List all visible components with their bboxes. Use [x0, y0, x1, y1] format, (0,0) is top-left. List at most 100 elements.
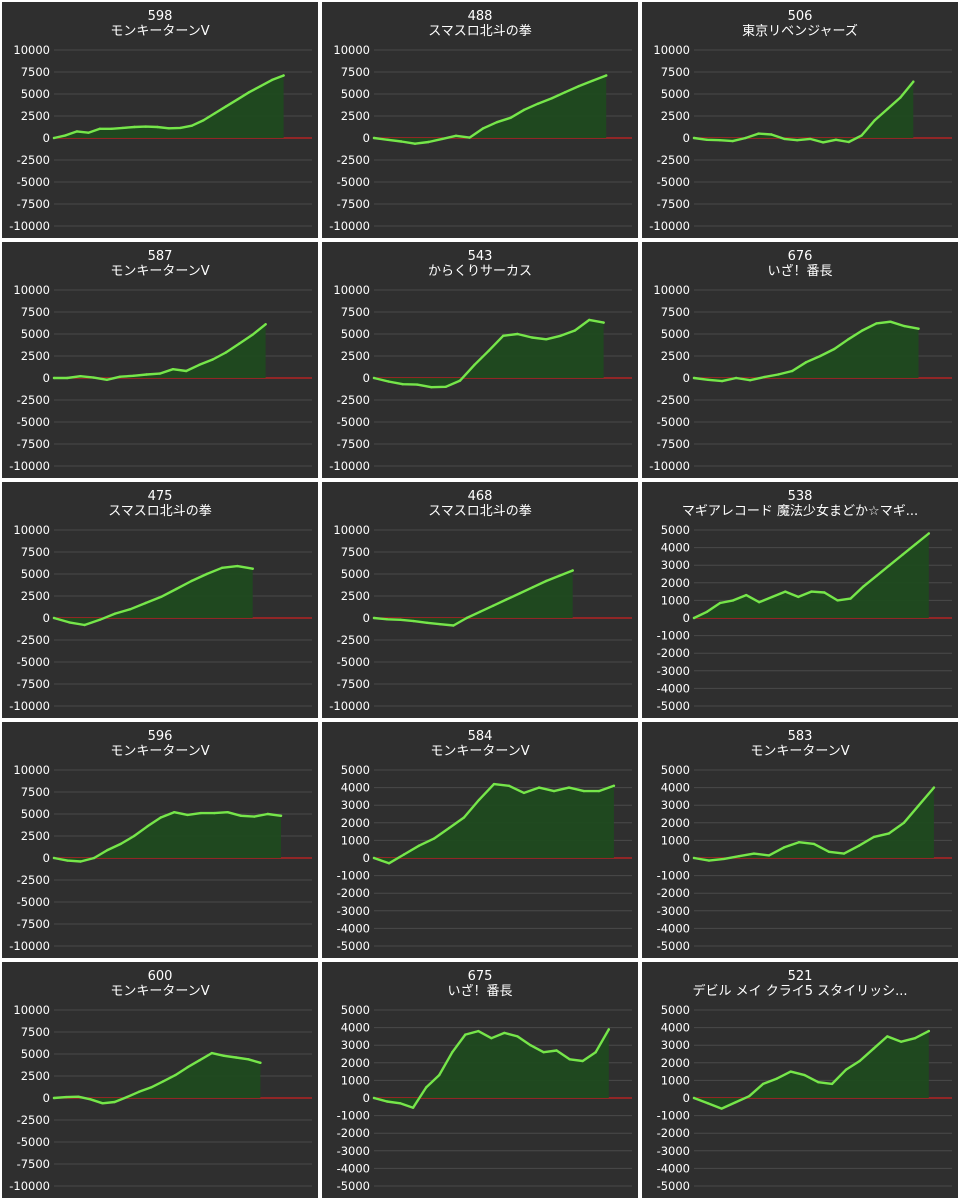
data-point	[771, 595, 774, 599]
data-point	[791, 369, 794, 373]
data-point	[113, 1100, 116, 1104]
chart-panel: 10000 7500 5000 2500 0 -2500 -5000 -7500 -10000 5…	[322, 242, 638, 478]
y-tick-label: 3000	[661, 558, 690, 572]
data-point	[492, 782, 496, 786]
y-tick-label: 7500	[21, 1025, 50, 1039]
data-point	[567, 786, 571, 789]
series-area	[694, 1031, 929, 1109]
data-point	[775, 1077, 779, 1080]
data-point	[692, 1096, 696, 1100]
data-point	[917, 327, 920, 330]
chart-title: デビル メイ クライ5 スタイリッシ...	[692, 984, 908, 999]
y-tick-label: -7500	[657, 197, 690, 211]
data-point	[387, 862, 391, 865]
data-point	[87, 131, 90, 134]
data-point	[857, 844, 861, 847]
data-point	[413, 142, 417, 145]
y-tick-label: -2500	[337, 633, 370, 647]
data-point	[903, 324, 906, 328]
y-tick-label: -2000	[657, 1126, 690, 1140]
data-point	[171, 368, 175, 371]
y-tick-label: 10000	[653, 43, 690, 57]
y-tick-label: -10000	[9, 699, 50, 713]
series-area	[54, 566, 253, 625]
data-point	[372, 1096, 376, 1100]
chart-panel: 10000 7500 5000 2500 0 -2500 -5000 -7500 -10000 5…	[2, 242, 318, 478]
data-point	[582, 789, 586, 793]
data-point	[451, 1051, 454, 1054]
data-point	[914, 542, 917, 546]
data-point	[79, 860, 82, 863]
chart-title: 東京リベンジャーズ	[742, 24, 858, 39]
data-point	[137, 1090, 141, 1093]
data-point	[425, 1086, 428, 1089]
y-tick-label: -7500	[337, 677, 370, 691]
data-point	[162, 1080, 165, 1083]
data-point	[387, 380, 390, 383]
data-point	[860, 134, 863, 137]
y-tick-label: 2000	[661, 1056, 690, 1070]
data-point	[834, 138, 838, 141]
data-point	[118, 375, 122, 378]
data-point	[190, 579, 193, 583]
data-point	[555, 1049, 558, 1052]
chart-number: 598	[147, 9, 173, 24]
y-tick-label: 2000	[661, 576, 690, 590]
data-point	[198, 1059, 201, 1062]
y-tick-label: -5000	[657, 939, 690, 953]
chart-number: 675	[467, 969, 493, 984]
chart-number: 596	[147, 729, 173, 744]
chart-title: からくりサーカス	[427, 264, 532, 279]
data-point	[52, 1096, 56, 1100]
data-point	[98, 618, 102, 621]
y-tick-label: 4000	[661, 1021, 690, 1035]
y-tick-label: -2500	[657, 153, 690, 167]
data-point	[830, 1082, 834, 1086]
y-tick-label: -2000	[337, 1126, 370, 1140]
data-point	[386, 138, 389, 141]
data-point	[427, 140, 430, 144]
y-tick-label: 10000	[333, 523, 370, 537]
data-point	[777, 373, 780, 376]
data-point	[174, 1073, 177, 1077]
data-point	[808, 137, 812, 141]
y-tick-label: -2500	[17, 1113, 50, 1127]
y-tick-label: 2500	[661, 349, 690, 363]
chart-svg: 10000 7500 5000 2500 0 -2500 -5000 -7500 -10000	[329, 523, 632, 713]
chart-svg: 10000 7500 5000 2500 0 -2500 -5000 -7500 -10000	[9, 283, 312, 473]
data-point	[872, 1047, 875, 1050]
data-point	[205, 572, 208, 576]
data-point	[441, 137, 444, 141]
series-area	[54, 812, 281, 862]
chart-panel: 10000 7500 5000 2500 0 -2500 -5000 -7500 -10000 4…	[2, 482, 318, 718]
data-point	[913, 1037, 917, 1040]
data-point	[462, 816, 466, 819]
data-point	[66, 376, 69, 380]
series-area	[374, 1029, 609, 1108]
y-tick-label: -1000	[657, 629, 690, 643]
data-point	[902, 821, 906, 824]
y-tick-label: 2500	[661, 109, 690, 123]
data-point	[224, 351, 228, 354]
data-point	[106, 848, 109, 852]
data-point	[706, 378, 710, 381]
data-point	[847, 338, 850, 341]
chart-number: 506	[787, 9, 813, 24]
y-tick-label: 7500	[341, 545, 370, 559]
data-point	[199, 811, 203, 815]
data-point	[225, 105, 228, 108]
data-point	[144, 601, 147, 605]
data-point	[52, 616, 56, 620]
y-tick-label: 4000	[341, 781, 370, 795]
data-point	[478, 610, 482, 613]
y-tick-label: 10000	[333, 43, 370, 57]
data-point	[706, 1102, 709, 1105]
data-point	[386, 618, 389, 621]
data-point	[912, 80, 915, 83]
y-tick-label: 10000	[13, 283, 50, 297]
y-tick-label: -5000	[657, 1179, 690, 1193]
data-point	[810, 590, 813, 593]
data-point	[783, 137, 786, 141]
y-tick-label: -7500	[17, 917, 50, 931]
